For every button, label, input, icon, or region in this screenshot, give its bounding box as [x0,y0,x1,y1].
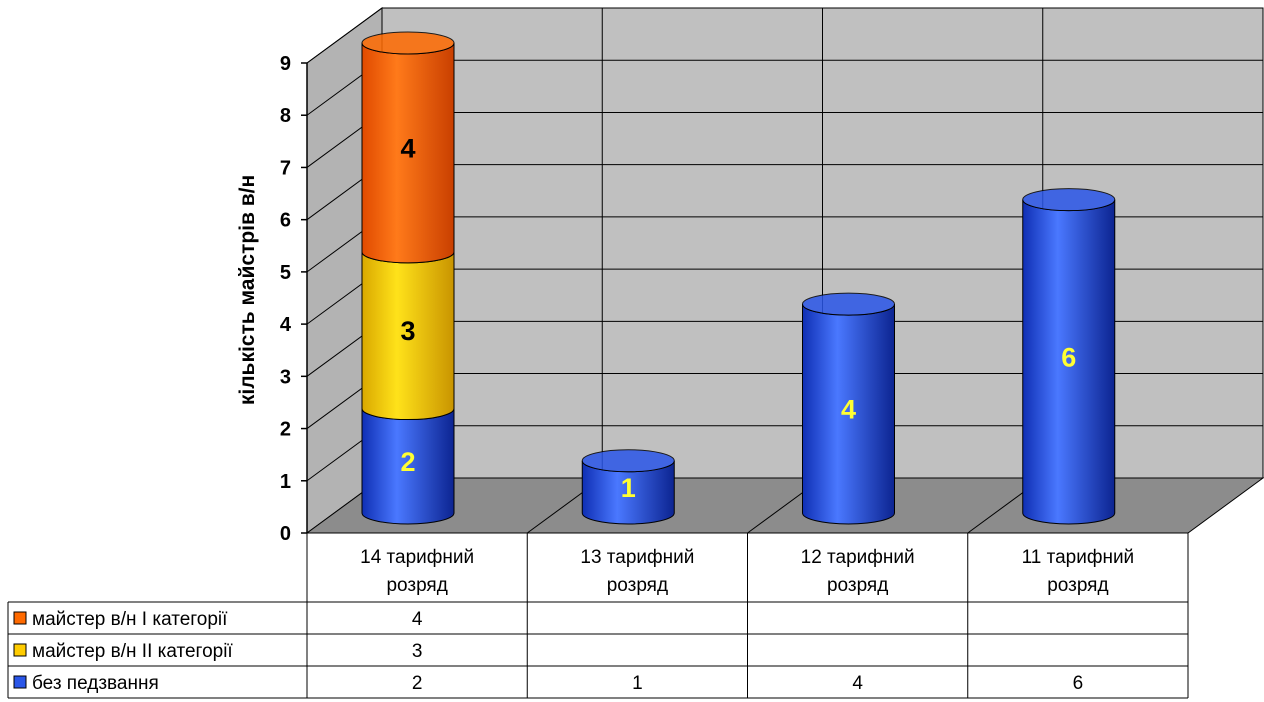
data-label: 4 [841,395,856,425]
y-tick-label: 5 [280,262,291,284]
legend-entry: майстер в/н І категорії [32,609,228,630]
table-cell: 4 [852,673,863,694]
category-label: розряд [386,575,447,596]
data-label: 2 [400,447,415,477]
y-tick-label: 9 [280,53,291,75]
bar-top [361,31,455,55]
data-label: 6 [1061,342,1076,372]
legend-swatch [13,675,27,689]
table-cell: 4 [412,609,423,630]
y-tick-label: 8 [280,105,291,127]
bars: 2 3 4 1 4 6 [361,31,1116,525]
category-label: 14 тарифний [360,547,474,568]
table-cell: 1 [632,673,643,694]
data-table: 14 тарифний розряд 13 тарифний розряд 12 тар… [7,533,1189,699]
legend-swatch [13,643,27,657]
legend-swatch [13,611,27,625]
category-label: 11 тарифний [1022,547,1135,568]
data-label: 3 [400,316,415,346]
y-axis-label: кількість майстрів в/н [236,175,259,405]
y-tick-label: 4 [280,314,292,336]
y-tick-label: 7 [280,157,291,179]
category-label: розряд [827,575,888,596]
y-tick-label: 6 [280,210,291,232]
gridline [306,7,1263,64]
category-label: розряд [607,575,668,596]
y-tick-label: 3 [280,366,291,388]
category-label: 13 тарифний [580,547,694,568]
category-label: розряд [1047,575,1108,596]
data-label: 4 [400,133,415,163]
y-tick-label: 0 [280,523,291,545]
table-cell: 3 [412,641,423,662]
bar-top [1022,188,1116,212]
data-label: 1 [621,473,636,503]
y-tick-label: 2 [280,419,291,441]
y-axis: 0 1 2 3 4 5 6 7 8 9 [280,53,308,545]
bar-top [581,449,675,473]
category-label: 12 тарифний [801,547,915,568]
bar-top [802,292,895,316]
table-cell: 6 [1073,673,1084,694]
legend-entry: без педзвання [32,673,159,694]
legend-entry: майстер в/н ІІ категорії [32,641,233,662]
table-cell: 2 [412,673,423,694]
y-tick-label: 1 [280,471,291,493]
